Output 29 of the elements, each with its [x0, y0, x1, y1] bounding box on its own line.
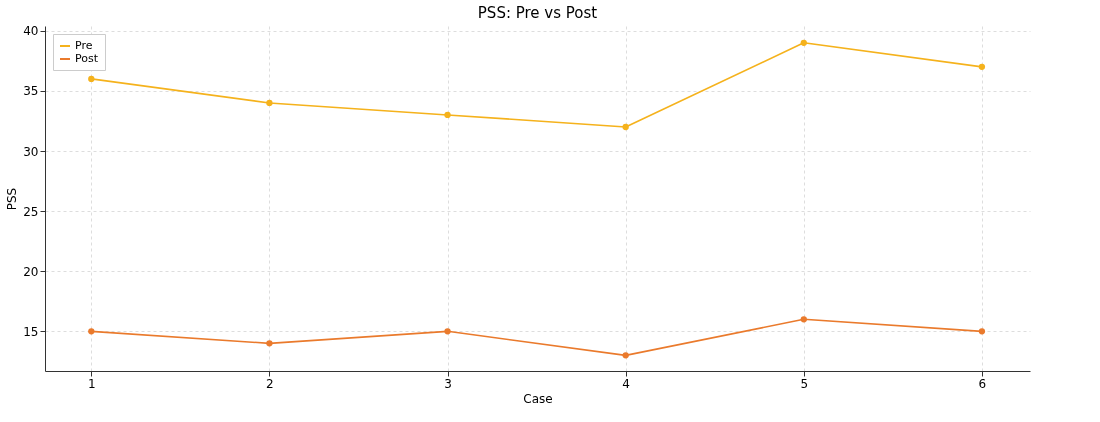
y-axis-title: PSS [5, 187, 20, 211]
chart-title: PSS: Pre vs Post [477, 3, 598, 22]
point [800, 39, 807, 46]
y-tick-label: 40 [23, 24, 39, 39]
x-tick-label: 1 [87, 376, 96, 391]
y-tick-label: 20 [23, 264, 39, 279]
x-tick-label: 5 [800, 376, 809, 391]
point [444, 111, 451, 119]
point [978, 328, 986, 335]
x-axis-title: Case [523, 391, 553, 406]
point [622, 123, 629, 131]
x-tick-label: 2 [266, 376, 274, 391]
x-tick-label: 6 [978, 376, 987, 391]
y-tick-label: 30 [23, 144, 39, 159]
legend-label: Post [75, 52, 99, 65]
x-tick-label: 4 [622, 376, 630, 391]
y-tick-label: 25 [23, 204, 39, 219]
point [88, 328, 95, 335]
y-tick-label: 35 [23, 84, 39, 99]
point [266, 340, 273, 347]
point [978, 63, 986, 71]
point [800, 316, 807, 323]
point [444, 328, 451, 335]
point [622, 352, 629, 359]
y-tick-label: 15 [23, 324, 39, 339]
legend-label: Pre [75, 39, 93, 52]
x-tick-label: 3 [444, 376, 452, 391]
point [88, 75, 95, 83]
point [266, 99, 273, 107]
